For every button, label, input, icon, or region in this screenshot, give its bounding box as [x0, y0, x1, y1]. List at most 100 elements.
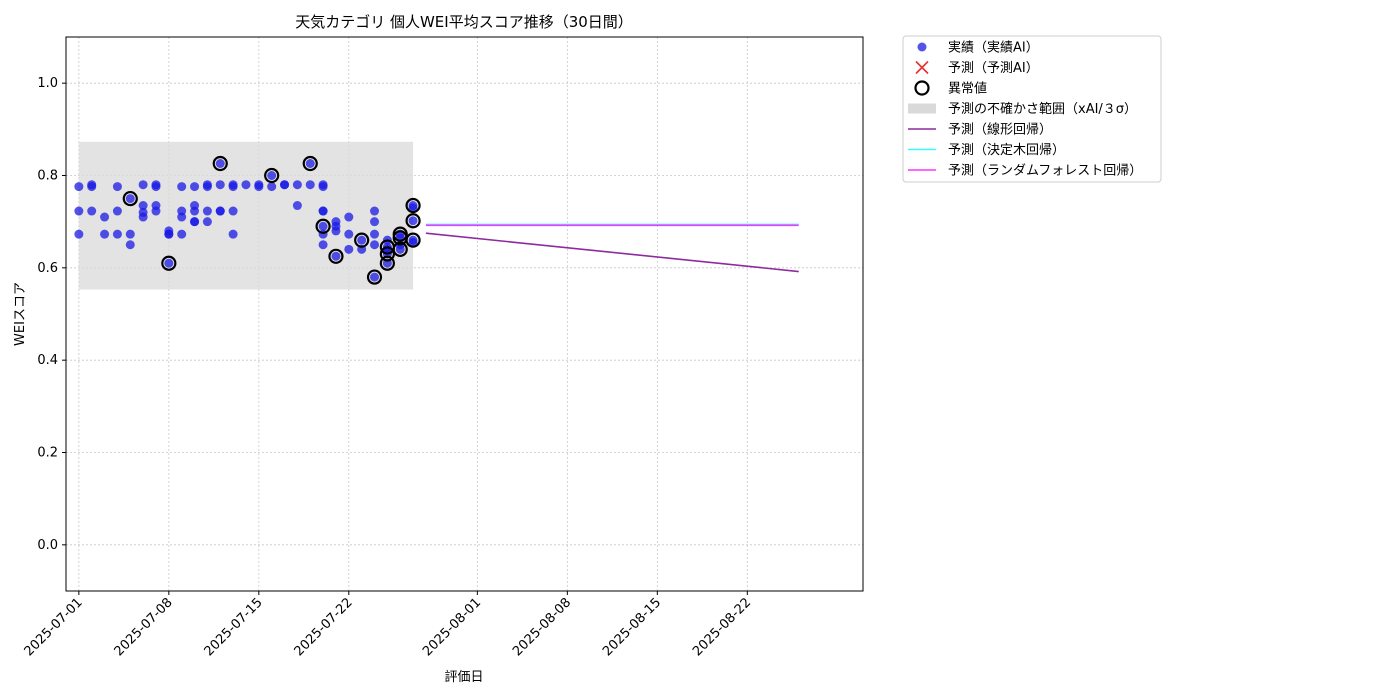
data-point	[267, 182, 277, 192]
anomaly-marker	[161, 255, 177, 271]
anomaly-marker	[264, 167, 280, 184]
prediction-lines-layer	[425, 223, 799, 273]
anomaly-marker	[366, 269, 383, 285]
data-point	[280, 180, 290, 190]
prediction-line	[425, 232, 799, 273]
data-point	[215, 158, 225, 168]
data-point	[370, 240, 380, 250]
data-point	[344, 212, 354, 222]
data-point	[344, 244, 354, 254]
data-point	[292, 201, 302, 211]
data-point	[408, 235, 418, 245]
anomaly-rings-layer	[122, 155, 421, 285]
uncertainty-band	[78, 141, 414, 290]
data-point	[164, 229, 174, 239]
data-point	[125, 229, 135, 239]
anomaly-marker	[328, 248, 344, 264]
data-point	[202, 206, 212, 216]
y-tick-label: 0.0	[37, 538, 58, 553]
data-point	[318, 206, 328, 216]
grid	[66, 37, 863, 591]
anomaly-marker	[405, 232, 421, 248]
data-point	[164, 258, 174, 268]
data-point	[112, 182, 122, 192]
y-axis-label: WEIスコア	[13, 282, 28, 346]
data-point	[292, 180, 302, 190]
y-tick-label: 1.0	[37, 76, 58, 91]
x-tick-label: 2025-07-08	[112, 595, 176, 659]
legend-frame	[902, 35, 1162, 183]
data-point	[202, 217, 212, 227]
x-tick-label: 2025-08-15	[600, 595, 664, 659]
y-tick-label: 0.4	[37, 353, 58, 368]
actual-points-layer	[74, 158, 418, 282]
data-point	[202, 180, 212, 190]
data-point	[190, 206, 200, 216]
anomaly-marker	[212, 155, 228, 172]
legend-label: 実績（実績AI）	[948, 40, 1039, 56]
legend-marker-predicted	[915, 60, 929, 75]
legend-label: 予測（予測AI）	[948, 61, 1039, 76]
anomaly-marker	[315, 218, 331, 234]
y-tick-label: 0.6	[37, 261, 58, 276]
plot-frame	[65, 36, 864, 592]
anomaly-marker	[354, 232, 370, 248]
legend-label: 予測の不確かさ範囲（xAI/３σ）	[948, 101, 1137, 117]
data-point	[241, 180, 251, 190]
data-point	[74, 229, 84, 239]
anomaly-marker	[122, 190, 138, 207]
data-point	[254, 180, 264, 190]
data-point	[138, 180, 148, 190]
legend-label: 予測（線形回帰）	[948, 122, 1052, 138]
chart-title: 天気カテゴリ 個人WEI平均スコア推移（30日間）	[295, 13, 633, 31]
legend-marker-band	[908, 103, 936, 114]
data-point	[228, 229, 238, 239]
data-point	[331, 226, 341, 236]
x-tick-label: 2025-08-08	[510, 595, 574, 659]
data-point	[177, 229, 187, 239]
legend-label: 予測（決定木回帰）	[948, 142, 1065, 158]
x-tick-label: 2025-07-15	[202, 595, 266, 659]
anomaly-marker	[405, 213, 421, 229]
x-axis-ticks: 2025-07-01 2025-07-08 2025-07-15 2025-07-22…	[22, 591, 754, 659]
x-axis-label: 評価日	[444, 670, 483, 685]
data-point	[100, 229, 110, 239]
data-point	[344, 229, 354, 239]
data-point	[74, 206, 84, 216]
data-point	[267, 171, 277, 180]
legend-label: 異常値	[948, 81, 987, 97]
data-point	[100, 212, 110, 222]
x-tick-label: 2025-07-01	[22, 595, 86, 659]
data-point	[74, 182, 84, 192]
data-point	[370, 229, 380, 239]
data-point	[138, 207, 148, 217]
data-point	[228, 206, 238, 216]
data-point	[125, 240, 135, 250]
legend-marker-anomaly	[914, 80, 930, 96]
anomaly-marker	[379, 246, 395, 262]
anomaly-marker	[379, 255, 395, 271]
y-tick-label: 0.2	[37, 446, 58, 461]
data-point	[151, 182, 161, 192]
data-point	[177, 182, 187, 192]
data-point	[138, 201, 148, 211]
x-tick-label: 2025-08-22	[690, 595, 754, 659]
data-point	[370, 217, 380, 227]
data-point	[215, 180, 225, 190]
anomaly-marker	[392, 226, 408, 242]
data-point	[331, 251, 341, 261]
data-point	[228, 182, 238, 192]
data-point	[305, 158, 315, 168]
data-point	[370, 206, 380, 216]
data-point	[87, 182, 97, 192]
legend-label: 予測（ランダムフォレスト回帰）	[948, 163, 1142, 179]
data-point	[318, 240, 328, 250]
data-point	[318, 182, 328, 192]
anomaly-marker	[405, 197, 421, 214]
data-point	[370, 272, 380, 282]
data-point	[125, 194, 135, 204]
anomaly-marker	[302, 155, 318, 172]
data-point	[190, 182, 200, 192]
